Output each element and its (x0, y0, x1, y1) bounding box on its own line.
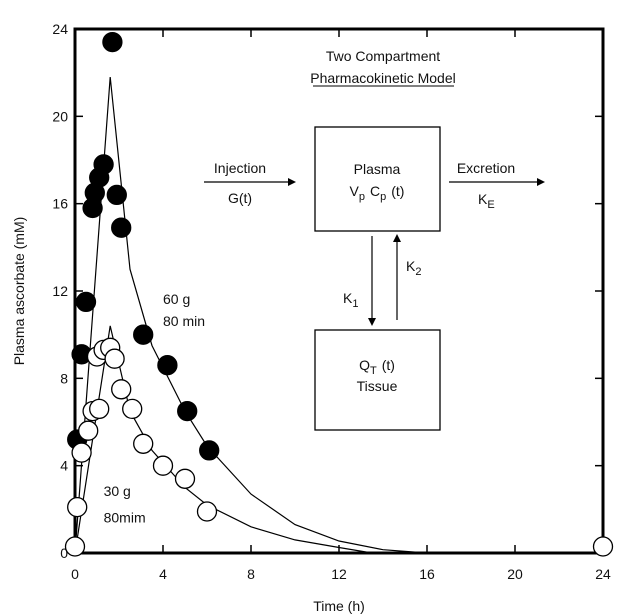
plasma-v-sub: p (359, 191, 365, 203)
tissue-q-sub: T (370, 365, 377, 377)
data-point-30g (68, 498, 87, 517)
ke-rate: KE (478, 191, 495, 211)
ke-sub: E (487, 199, 494, 211)
k1-arrowhead (368, 318, 376, 326)
data-point-30g (594, 537, 613, 556)
k1-sub: 1 (352, 298, 358, 310)
data-point-30g (112, 380, 131, 399)
y-axis-label: Plasma ascorbate (mM) (11, 217, 27, 366)
data-point-30g (66, 537, 85, 556)
data-point-30g (176, 469, 195, 488)
data-point-30g (72, 443, 91, 462)
x-tick-label: 8 (247, 566, 255, 582)
data-point-30g (123, 399, 142, 418)
data-point-30g (90, 399, 109, 418)
excretion-arrowhead (537, 178, 545, 186)
injection-label: Injection (214, 160, 266, 176)
k1-rate: K1 (343, 290, 358, 310)
plasma-t: (t) (391, 183, 404, 199)
series-annotation: 80 min (163, 313, 205, 329)
data-point-30g (105, 349, 124, 368)
y-tick-label: 4 (60, 458, 68, 474)
y-tick-label: 24 (52, 21, 68, 37)
data-point-30g (154, 456, 173, 475)
model-diagram: Two Compartment Pharmacokinetic Model Pl… (204, 48, 545, 430)
x-tick-label: 16 (419, 566, 435, 582)
axis-ticks (75, 29, 603, 553)
data-point-30g (198, 502, 217, 521)
plasma-title: Plasma (354, 161, 401, 177)
x-axis-label: Time (h) (313, 598, 365, 614)
plot-frame (75, 29, 603, 553)
data-point-60g (94, 155, 113, 174)
tissue-label: Tissue (357, 378, 398, 394)
y-tick-label: 8 (60, 370, 68, 386)
y-tick-label: 16 (52, 196, 68, 212)
series-annotation: 80mim (104, 509, 146, 525)
y-tick-label: 12 (52, 283, 68, 299)
data-point-60g (200, 441, 219, 460)
x-tick-label: 24 (595, 566, 611, 582)
x-tick-labels: 0 4 8 12 16 20 24 (71, 566, 611, 582)
data-points (66, 33, 613, 556)
data-point-60g (134, 325, 153, 344)
series-annotation: 60 g (163, 291, 190, 307)
plasma-compartment-box (315, 127, 440, 231)
x-tick-label: 0 (71, 566, 79, 582)
injection-function: G(t) (228, 190, 252, 206)
data-point-60g (103, 33, 122, 52)
plasma-c-sub: p (380, 191, 386, 203)
plasma-c: C (370, 183, 380, 199)
series-annotation: 30 g (104, 483, 131, 499)
data-point-30g (79, 421, 98, 440)
y-tick-label: 20 (52, 108, 68, 124)
x-tick-label: 20 (507, 566, 523, 582)
k2-arrowhead (393, 234, 401, 242)
excretion-label: Excretion (457, 160, 515, 176)
tissue-t: (t) (382, 357, 395, 373)
data-point-60g (112, 218, 131, 237)
data-point-30g (134, 434, 153, 453)
data-point-60g (77, 292, 96, 311)
x-tick-label: 12 (331, 566, 347, 582)
k2-rate: K2 (406, 258, 421, 278)
k2-sub: 2 (415, 266, 421, 278)
injection-arrowhead (288, 178, 296, 186)
data-point-60g (158, 356, 177, 375)
tissue-q: Q (359, 357, 370, 373)
x-tick-label: 4 (159, 566, 167, 582)
data-point-60g (178, 402, 197, 421)
diagram-title-line2: Pharmacokinetic Model (310, 70, 456, 86)
data-point-60g (107, 185, 126, 204)
diagram-title-line1: Two Compartment (326, 48, 440, 64)
